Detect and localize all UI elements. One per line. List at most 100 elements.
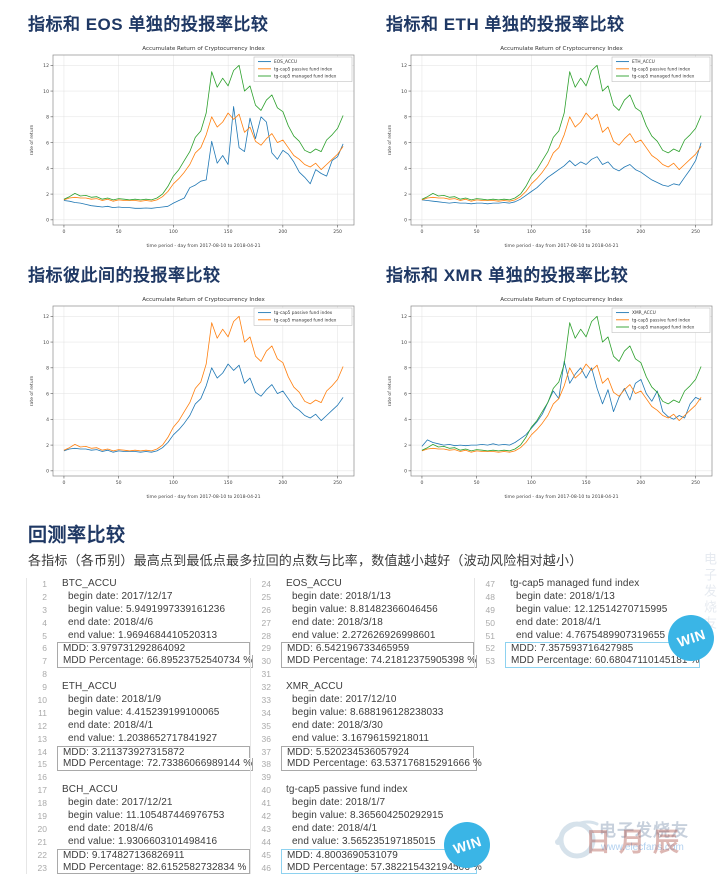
- svg-text:EOS_ACCU: EOS_ACCU: [274, 59, 297, 65]
- svg-text:0: 0: [420, 480, 423, 486]
- svg-text:200: 200: [278, 480, 287, 486]
- section-eos: 指标和 EOS 单独的投报率比较 0 50 100 150 200 250 0 2 4 6 8 10 1…: [22, 6, 370, 257]
- line-number: 16: [26, 771, 52, 785]
- code-line: 35 end date: 2018/3/30: [250, 719, 474, 733]
- line-number: 30: [250, 655, 276, 669]
- svg-text:8: 8: [404, 366, 407, 372]
- line-number: 32: [250, 681, 276, 695]
- svg-text:12: 12: [43, 314, 49, 320]
- line-number: 15: [26, 758, 52, 772]
- line-text: MDD Percentage: 57.382215432194506 %: [281, 861, 482, 875]
- svg-text:Accumulate Return of Cryptocur: Accumulate Return of Cryptocurrency Inde…: [142, 46, 265, 52]
- line-number: 40: [250, 784, 276, 798]
- code-line: 41 begin date: 2018/1/7: [250, 797, 474, 811]
- line-number: 23: [26, 861, 52, 875]
- line-number: 5: [26, 629, 52, 643]
- line-text: end date: 2018/4/1: [292, 822, 378, 834]
- line-text: MDD Percentage: 74.21812375905398 %: [281, 655, 477, 669]
- code-line: 34 begin value: 8.688196128238033: [250, 706, 474, 720]
- svg-text:tg-cap5 managed fund index: tg-cap5 managed fund index: [632, 325, 695, 331]
- code-line: 10 begin date: 2018/1/9: [26, 694, 250, 707]
- code-line: 33 begin date: 2017/12/10: [250, 694, 474, 707]
- line-chart: 0 50 100 150 200 250 0 2 4 6 8 10 12 Accumulate Retur…: [29, 297, 355, 500]
- line-number: 48: [474, 590, 500, 604]
- svg-text:250: 250: [333, 229, 342, 235]
- svg-text:10: 10: [401, 340, 407, 346]
- code-line: 29 MDD: 6.542196733465959: [250, 642, 474, 656]
- svg-text:0: 0: [404, 218, 407, 224]
- code-line: 44 end value: 3.565235197185015: [250, 835, 474, 849]
- svg-text:time period - day from 2017-08: time period - day from 2017-08-10 to 201…: [146, 494, 260, 500]
- line-text: begin value: 12.12514270715995: [516, 603, 668, 615]
- line-text: end value: 3.16796159218011: [292, 732, 430, 744]
- svg-text:12: 12: [43, 63, 49, 69]
- code-line: 46 MDD Percentage: 57.382215432194506 %: [250, 861, 482, 875]
- svg-text:250: 250: [691, 229, 700, 235]
- line-number: 21: [26, 835, 52, 849]
- svg-text:12: 12: [401, 314, 407, 320]
- section-eth: 指标和 ETH 单独的投报率比较 0 50 100 150 200 250 0 2 4 6 8 10 1…: [380, 6, 721, 257]
- code-line: 31: [250, 668, 474, 682]
- svg-text:tg-cap5 managed fund index: tg-cap5 managed fund index: [274, 317, 337, 323]
- section-xmr: 指标和 XMR 单独的投报率比较 0 50 100 150 200 250 0 2 4 6 8 10 1…: [380, 257, 721, 508]
- line-text: end date: 2018/4/1: [68, 719, 154, 731]
- line-number: 22: [26, 848, 52, 862]
- svg-text:Accumulate Return of Cryptocur: Accumulate Return of Cryptocurrency Inde…: [142, 297, 265, 303]
- line-chart: 0 50 100 150 200 250 0 2 4 6 8 10 12 Accumulate Retur…: [387, 46, 713, 249]
- svg-text:4: 4: [404, 417, 407, 423]
- line-number: 38: [250, 758, 276, 772]
- svg-text:time period - day from 2017-08: time period - day from 2017-08-10 to 201…: [504, 494, 618, 500]
- code-line: 4 end date: 2018/4/6: [26, 616, 250, 630]
- line-number: 46: [250, 861, 276, 875]
- svg-text:50: 50: [474, 480, 480, 486]
- svg-text:2: 2: [404, 192, 407, 198]
- line-number: 42: [250, 810, 276, 823]
- svg-text:Accumulate Return of Cryptocur: Accumulate Return of Cryptocurrency Inde…: [500, 46, 623, 52]
- backtest-title: 回测率比较: [28, 525, 126, 546]
- svg-text:8: 8: [404, 115, 407, 121]
- line-text: EOS_ACCU: [286, 578, 342, 589]
- line-number: 39: [250, 771, 276, 785]
- svg-text:200: 200: [636, 480, 645, 486]
- svg-text:tg-cap5 passive fund index: tg-cap5 passive fund index: [274, 310, 333, 316]
- code-line: 15 MDD Percentage: 72.73386066989144 %: [26, 758, 253, 772]
- line-number: 36: [250, 732, 276, 746]
- backtest-column: 24 EOS_ACCU 25 begin date: 2018/1/13 26 begin…: [250, 578, 490, 875]
- line-number: 11: [26, 706, 52, 720]
- line-text: MDD: 9.174827136826911: [57, 848, 250, 862]
- svg-text:250: 250: [691, 480, 700, 486]
- line-number: 24: [250, 578, 276, 591]
- line-number: 18: [26, 797, 52, 811]
- code-line: 32 XMR_ACCU: [250, 681, 474, 695]
- svg-text:4: 4: [404, 166, 407, 172]
- line-number: 10: [26, 694, 52, 707]
- svg-text:100: 100: [527, 229, 536, 235]
- svg-text:0: 0: [62, 480, 65, 486]
- code-line: 19 begin value: 11.105487446976753: [26, 810, 250, 823]
- line-number: 51: [474, 629, 500, 643]
- code-line: 18 begin date: 2017/12/21: [26, 797, 250, 811]
- svg-text:50: 50: [474, 229, 480, 235]
- line-text: begin value: 8.688196128238033: [292, 706, 444, 718]
- code-line: 26 begin value: 8.81482366046456: [250, 603, 474, 617]
- svg-text:XMR_ACCU: XMR_ACCU: [632, 310, 656, 316]
- line-number: 12: [26, 719, 52, 733]
- svg-text:10: 10: [401, 89, 407, 95]
- line-text: begin value: 8.365604250292915: [292, 810, 444, 822]
- line-number: 47: [474, 578, 500, 591]
- line-number: 53: [474, 655, 500, 669]
- svg-text:4: 4: [46, 417, 49, 423]
- code-line: 22 MDD: 9.174827136826911: [26, 848, 250, 862]
- svg-text:Accumulate Return of Cryptocur: Accumulate Return of Cryptocurrency Inde…: [500, 297, 623, 303]
- line-text: tg-cap5 passive fund index: [286, 784, 408, 796]
- svg-text:rate of return: rate of return: [29, 376, 35, 407]
- line-number: 19: [26, 810, 52, 823]
- line-text: begin date: 2018/1/7: [292, 797, 386, 809]
- code-line: 27 end date: 2018/3/18: [250, 616, 474, 630]
- code-line: 39: [250, 771, 474, 785]
- code-line: 1 BTC_ACCU: [26, 578, 250, 591]
- line-text: end date: 2018/4/6: [68, 822, 154, 834]
- svg-text:10: 10: [43, 340, 49, 346]
- line-number: 4: [26, 616, 52, 630]
- svg-text:100: 100: [527, 480, 536, 486]
